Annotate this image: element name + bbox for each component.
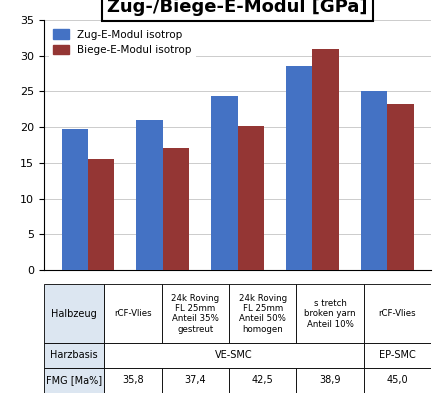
Text: 45,0: 45,0 bbox=[387, 375, 408, 385]
Text: 24k Roving
FL 25mm
Anteil 35%
gestreut: 24k Roving FL 25mm Anteil 35% gestreut bbox=[171, 294, 220, 334]
Bar bbox=[163, 148, 189, 270]
Text: Halbzeug: Halbzeug bbox=[51, 309, 97, 319]
Text: rCF-Vlies: rCF-Vlies bbox=[379, 309, 416, 318]
Bar bbox=[162, 368, 229, 393]
Bar bbox=[211, 96, 238, 270]
Bar bbox=[364, 368, 431, 393]
Bar bbox=[62, 129, 88, 270]
Text: 35,8: 35,8 bbox=[122, 375, 144, 385]
Bar bbox=[229, 284, 297, 343]
Text: 38,9: 38,9 bbox=[319, 375, 341, 385]
Text: 24k Roving
FL 25mm
Anteil 50%
homogen: 24k Roving FL 25mm Anteil 50% homogen bbox=[239, 294, 287, 334]
Bar bbox=[104, 368, 162, 393]
Bar bbox=[104, 284, 162, 343]
Bar bbox=[364, 284, 431, 343]
Bar bbox=[104, 343, 364, 368]
Bar bbox=[44, 343, 104, 368]
Text: rCF-Vlies: rCF-Vlies bbox=[114, 309, 152, 318]
Text: VE-SMC: VE-SMC bbox=[215, 350, 253, 360]
Bar bbox=[297, 368, 364, 393]
Title: Zug-/Biege-E-Modul [GPa]: Zug-/Biege-E-Modul [GPa] bbox=[107, 0, 368, 16]
Bar bbox=[44, 284, 104, 343]
Text: 42,5: 42,5 bbox=[252, 375, 274, 385]
Text: 37,4: 37,4 bbox=[185, 375, 206, 385]
Bar bbox=[44, 368, 104, 393]
Bar bbox=[286, 66, 312, 270]
Bar bbox=[387, 104, 414, 270]
Text: Harzbasis: Harzbasis bbox=[50, 350, 98, 360]
Bar bbox=[361, 91, 387, 270]
Bar bbox=[364, 343, 431, 368]
Legend: Zug-E-Modul isotrop, Biege-E-Modul isotrop: Zug-E-Modul isotrop, Biege-E-Modul isotr… bbox=[49, 25, 196, 59]
Bar bbox=[136, 120, 163, 270]
Bar bbox=[88, 159, 114, 270]
Text: EP-SMC: EP-SMC bbox=[379, 350, 416, 360]
Bar bbox=[238, 126, 264, 270]
Text: FMG [Ma%]: FMG [Ma%] bbox=[46, 375, 102, 385]
Text: s tretch
broken yarn
Anteil 10%: s tretch broken yarn Anteil 10% bbox=[304, 299, 356, 328]
Bar bbox=[229, 368, 297, 393]
Bar bbox=[162, 284, 229, 343]
Bar bbox=[312, 49, 339, 270]
Bar bbox=[297, 284, 364, 343]
